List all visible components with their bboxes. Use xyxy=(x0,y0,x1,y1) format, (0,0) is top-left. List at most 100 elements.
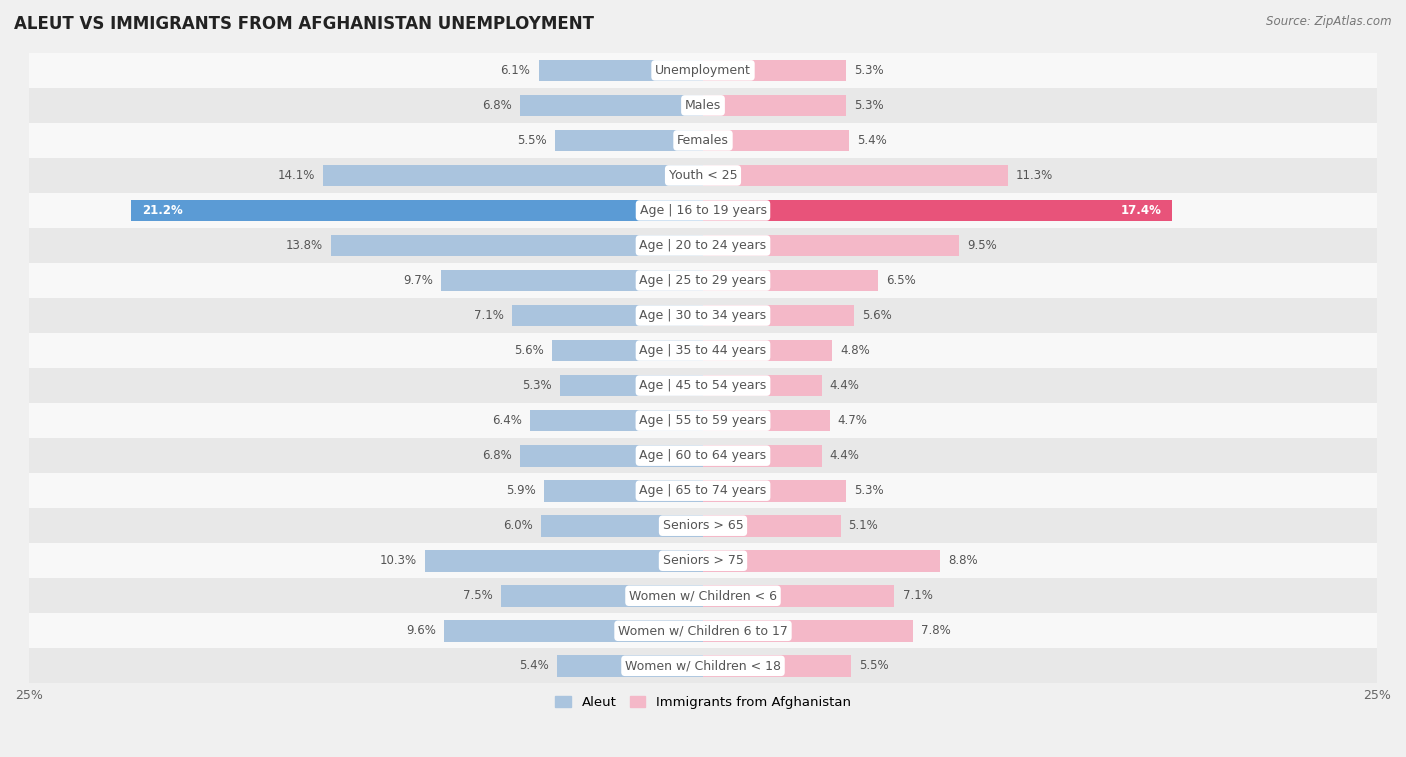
Text: Unemployment: Unemployment xyxy=(655,64,751,77)
Bar xyxy=(703,515,841,537)
Text: Females: Females xyxy=(678,134,728,147)
Bar xyxy=(501,585,703,606)
Bar xyxy=(0,473,1406,508)
Bar xyxy=(0,158,1406,193)
Bar xyxy=(0,403,1406,438)
Bar xyxy=(703,445,821,466)
Text: 5.3%: 5.3% xyxy=(523,379,553,392)
Bar xyxy=(544,480,703,502)
Text: 6.8%: 6.8% xyxy=(482,99,512,112)
Bar xyxy=(520,445,703,466)
Bar xyxy=(0,53,1406,88)
Bar xyxy=(703,305,853,326)
Text: 5.4%: 5.4% xyxy=(520,659,550,672)
Bar xyxy=(703,585,894,606)
Legend: Aleut, Immigrants from Afghanistan: Aleut, Immigrants from Afghanistan xyxy=(550,691,856,715)
Bar xyxy=(703,480,846,502)
Text: 5.1%: 5.1% xyxy=(849,519,879,532)
Text: Seniors > 65: Seniors > 65 xyxy=(662,519,744,532)
Bar xyxy=(703,164,1008,186)
Bar xyxy=(0,263,1406,298)
Text: 6.1%: 6.1% xyxy=(501,64,530,77)
Text: 9.6%: 9.6% xyxy=(406,625,436,637)
Bar xyxy=(0,613,1406,648)
Bar xyxy=(703,60,846,81)
Bar xyxy=(553,340,703,361)
Bar xyxy=(0,438,1406,473)
Text: 5.6%: 5.6% xyxy=(862,309,891,322)
Text: 4.7%: 4.7% xyxy=(838,414,868,427)
Bar xyxy=(323,164,703,186)
Text: Source: ZipAtlas.com: Source: ZipAtlas.com xyxy=(1267,15,1392,28)
Bar xyxy=(555,129,703,151)
Text: 5.5%: 5.5% xyxy=(517,134,547,147)
Text: 4.8%: 4.8% xyxy=(841,344,870,357)
Text: Age | 20 to 24 years: Age | 20 to 24 years xyxy=(640,239,766,252)
Text: 6.8%: 6.8% xyxy=(482,449,512,463)
Bar xyxy=(0,368,1406,403)
Text: 17.4%: 17.4% xyxy=(1121,204,1161,217)
Bar xyxy=(703,410,830,431)
Bar xyxy=(0,298,1406,333)
Text: Seniors > 75: Seniors > 75 xyxy=(662,554,744,567)
Text: Age | 45 to 54 years: Age | 45 to 54 years xyxy=(640,379,766,392)
Text: 6.0%: 6.0% xyxy=(503,519,533,532)
Text: 9.7%: 9.7% xyxy=(404,274,433,287)
Bar xyxy=(444,620,703,642)
Text: 5.9%: 5.9% xyxy=(506,484,536,497)
Text: 6.4%: 6.4% xyxy=(492,414,523,427)
Bar xyxy=(520,95,703,117)
Text: 14.1%: 14.1% xyxy=(277,169,315,182)
Text: Women w/ Children < 18: Women w/ Children < 18 xyxy=(626,659,780,672)
Text: 11.3%: 11.3% xyxy=(1015,169,1053,182)
Text: 4.4%: 4.4% xyxy=(830,379,859,392)
Bar xyxy=(703,129,849,151)
Text: 5.6%: 5.6% xyxy=(515,344,544,357)
Text: 6.5%: 6.5% xyxy=(886,274,917,287)
Bar xyxy=(330,235,703,257)
Bar xyxy=(703,235,959,257)
Bar xyxy=(0,544,1406,578)
Bar xyxy=(538,60,703,81)
Bar xyxy=(703,620,914,642)
Text: Women w/ Children < 6: Women w/ Children < 6 xyxy=(628,589,778,603)
Bar xyxy=(541,515,703,537)
Bar xyxy=(0,228,1406,263)
Bar xyxy=(0,648,1406,684)
Text: 4.4%: 4.4% xyxy=(830,449,859,463)
Bar xyxy=(703,375,821,397)
Bar xyxy=(0,88,1406,123)
Bar xyxy=(441,269,703,291)
Text: 7.5%: 7.5% xyxy=(463,589,492,603)
Text: 5.5%: 5.5% xyxy=(859,659,889,672)
Text: Males: Males xyxy=(685,99,721,112)
Bar xyxy=(0,123,1406,158)
Text: 7.1%: 7.1% xyxy=(474,309,503,322)
Text: Age | 60 to 64 years: Age | 60 to 64 years xyxy=(640,449,766,463)
Bar xyxy=(703,269,879,291)
Text: 10.3%: 10.3% xyxy=(380,554,418,567)
Text: 5.4%: 5.4% xyxy=(856,134,886,147)
Text: 21.2%: 21.2% xyxy=(142,204,183,217)
Text: Age | 30 to 34 years: Age | 30 to 34 years xyxy=(640,309,766,322)
Text: Age | 35 to 44 years: Age | 35 to 44 years xyxy=(640,344,766,357)
Text: 8.8%: 8.8% xyxy=(949,554,979,567)
Bar xyxy=(703,340,832,361)
Text: 5.3%: 5.3% xyxy=(853,64,883,77)
Bar xyxy=(131,200,703,221)
Text: Age | 65 to 74 years: Age | 65 to 74 years xyxy=(640,484,766,497)
Bar xyxy=(0,333,1406,368)
Bar xyxy=(703,655,851,677)
Bar xyxy=(0,508,1406,544)
Text: Youth < 25: Youth < 25 xyxy=(669,169,737,182)
Bar xyxy=(530,410,703,431)
Text: 7.1%: 7.1% xyxy=(903,589,932,603)
Text: Age | 55 to 59 years: Age | 55 to 59 years xyxy=(640,414,766,427)
Text: ALEUT VS IMMIGRANTS FROM AFGHANISTAN UNEMPLOYMENT: ALEUT VS IMMIGRANTS FROM AFGHANISTAN UNE… xyxy=(14,15,595,33)
Bar xyxy=(560,375,703,397)
Text: 13.8%: 13.8% xyxy=(285,239,323,252)
Bar xyxy=(0,193,1406,228)
Text: 7.8%: 7.8% xyxy=(921,625,950,637)
Bar xyxy=(703,550,941,572)
Text: 5.3%: 5.3% xyxy=(853,484,883,497)
